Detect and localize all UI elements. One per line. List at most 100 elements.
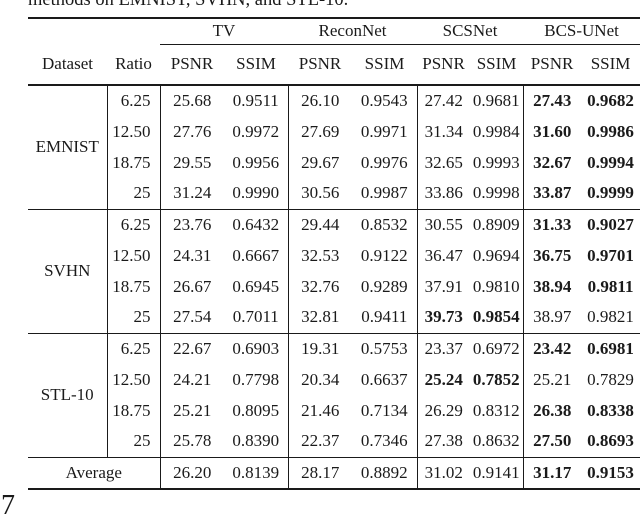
metric-cell: 0.7134: [360, 400, 408, 420]
metric-cell: 0.8390: [232, 431, 280, 451]
table-row: STL-10 6.25 22.67 0.6903 19.31 0.5753 23…: [28, 332, 640, 457]
metric-cell: 26.67: [159, 271, 224, 302]
group-header-scsnet: SCSNet: [417, 18, 524, 45]
metric-cell: 0.9122: [360, 245, 408, 265]
ratio-cell: 25: [106, 302, 160, 333]
group-header-bcs-unet: BCS-UNet: [523, 18, 640, 45]
metric-cell: 33.87: [522, 178, 582, 209]
group-header-tv: TV: [160, 18, 289, 45]
table-row: 12.50 24.21 0.7798 20.34 0.6637 25.24 0.…: [28, 364, 640, 395]
metric-cell: 26.10: [287, 85, 353, 116]
metric-cell: 26.20: [159, 456, 224, 489]
group-header-reconnet: ReconNet: [288, 18, 418, 45]
metric-cell: 22.67: [159, 332, 224, 364]
metric-cell: 38.94: [522, 271, 582, 302]
metric-cell: 22.37: [287, 426, 353, 457]
metric-cell: 32.53: [287, 240, 353, 271]
metric-cell: 32.76: [287, 271, 353, 302]
metric-cell: 0.8632: [472, 431, 520, 451]
metric-cell: 23.37: [416, 332, 471, 364]
metric-cell: 0.9701: [587, 245, 634, 265]
metric-cell: 21.46: [287, 395, 353, 426]
group-header-row: TV ReconNet SCSNet BCS-UNet: [28, 18, 640, 45]
metric-cell: 0.8892: [352, 456, 418, 489]
dataset-label: SVHN: [28, 208, 107, 333]
metric-cell: 0.7346: [360, 431, 408, 451]
ratio-cell: 6.25: [106, 332, 160, 364]
spacer-cell: [28, 18, 160, 44]
metric-cell: 0.8532: [352, 208, 418, 240]
metric-cell: 0.7852: [472, 369, 520, 389]
table-row: 18.75 29.55 0.9956 29.67 0.9976 32.65 0.…: [28, 147, 640, 178]
metric-cell: 25.78: [159, 426, 224, 457]
column-header-psnr: PSNR: [160, 44, 224, 86]
column-header-row: Dataset Ratio PSNR SSIM PSNR SSIM PSNR S…: [28, 44, 640, 86]
metric-cell: 29.55: [159, 147, 224, 178]
metric-cell: 37.91: [416, 271, 471, 302]
metric-cell: 23.42: [522, 332, 582, 364]
metric-cell: 33.86: [416, 178, 471, 209]
metric-cell: 25.24: [416, 364, 471, 395]
metric-cell: 0.9153: [581, 456, 640, 489]
metric-cell: 0.9411: [361, 307, 408, 327]
metric-cell: 0.9821: [587, 307, 634, 327]
column-header-psnr: PSNR: [288, 44, 353, 86]
table-row: 12.50 27.76 0.9972 27.69 0.9971 31.34 0.…: [28, 116, 640, 147]
results-table: TV ReconNet SCSNet BCS-UNet Dataset Rati…: [28, 17, 640, 490]
metric-cell: 32.81: [287, 302, 353, 333]
metric-cell: 0.9994: [587, 152, 634, 172]
metric-cell: 0.6903: [224, 332, 289, 364]
table-row: 12.50 24.31 0.6667 32.53 0.9122 36.47 0.…: [28, 240, 640, 271]
table-row: 18.75 25.21 0.8095 21.46 0.7134 26.29 0.…: [28, 395, 640, 426]
metric-cell: 0.9998: [472, 183, 520, 203]
metric-cell: 0.9694: [472, 245, 520, 265]
column-header-ssim: SSIM: [352, 44, 418, 86]
metric-cell: 0.6432: [224, 208, 289, 240]
metric-cell: 31.24: [159, 178, 224, 209]
metric-cell: 28.17: [287, 456, 353, 489]
metric-cell: 39.73: [416, 302, 471, 333]
metric-cell: 0.8139: [224, 456, 289, 489]
metric-cell: 36.47: [416, 240, 471, 271]
metric-cell: 0.9999: [587, 183, 634, 203]
metric-cell: 27.50: [522, 426, 582, 457]
dataset-label: STL-10: [28, 332, 107, 457]
ratio-cell: 25: [106, 178, 160, 209]
table-row: SVHN 6.25 23.76 0.6432 29.44 0.8532 30.5…: [28, 208, 640, 333]
metric-cell: 27.76: [159, 116, 224, 147]
metric-cell: 0.9289: [360, 276, 408, 296]
metric-cell: 0.8338: [587, 400, 634, 420]
metric-cell: 0.9956: [232, 152, 280, 172]
ratio-cell: 25: [106, 426, 160, 457]
metric-cell: 0.9511: [232, 91, 279, 110]
metric-cell: 0.9681: [472, 91, 520, 110]
metric-cell: 31.17: [522, 456, 582, 489]
metric-cell: 0.9972: [232, 121, 280, 141]
ratio-cell: 12.50: [106, 240, 160, 271]
table-row: 25 25.78 0.8390 22.37 0.7346 27.38 0.863…: [28, 426, 640, 457]
ratio-cell: 18.75: [106, 147, 160, 178]
metric-cell: 0.8693: [587, 431, 634, 451]
metric-cell: 31.60: [522, 116, 582, 147]
metric-cell: 19.31: [287, 332, 353, 364]
metric-cell: 0.9810: [472, 276, 520, 296]
metric-cell: 0.9990: [232, 183, 280, 203]
table-row: 25 31.24 0.9990 30.56 0.9987 33.86 0.999…: [28, 178, 640, 209]
ratio-cell: 18.75: [106, 271, 160, 302]
average-label: Average: [28, 456, 160, 489]
metric-cell: 27.43: [522, 85, 582, 116]
metric-cell: 0.9987: [360, 183, 408, 203]
metric-cell: 0.9027: [581, 208, 640, 240]
metric-cell: 0.9811: [587, 276, 634, 296]
metric-cell: 0.6637: [360, 369, 408, 389]
metric-cell: 32.65: [416, 147, 471, 178]
metric-cell: 0.8095: [232, 400, 280, 420]
metric-cell: 32.67: [522, 147, 582, 178]
metric-cell: 26.38: [522, 395, 582, 426]
metric-cell: 30.55: [416, 208, 471, 240]
column-header-dataset: Dataset: [28, 44, 107, 86]
metric-cell: 0.9141: [470, 456, 524, 489]
metric-cell: 31.34: [416, 116, 471, 147]
column-header-ssim: SSIM: [470, 44, 524, 86]
metric-cell: 30.56: [287, 178, 353, 209]
